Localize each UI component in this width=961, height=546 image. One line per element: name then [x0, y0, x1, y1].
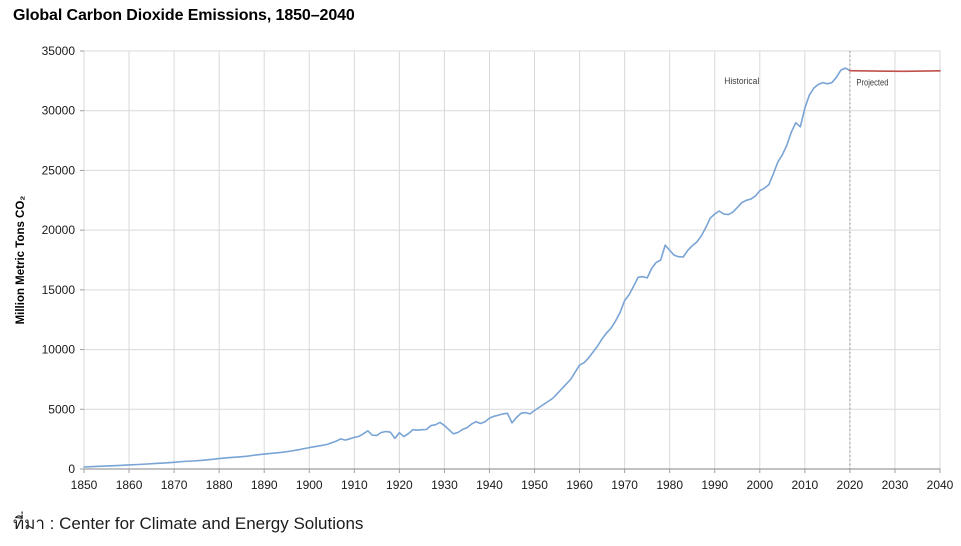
series-projected	[849, 69, 941, 73]
x-tick-label: 2030	[882, 478, 909, 492]
x-tick-label: 1850	[71, 478, 98, 492]
x-tick-label: 2020	[837, 478, 864, 492]
x-tick-label: 1870	[161, 478, 188, 492]
x-tick-label: 2000	[746, 478, 773, 492]
series-layer	[83, 67, 941, 468]
grid-layer	[83, 50, 941, 469]
x-tick-label: 1950	[521, 478, 548, 492]
y-tick-label: 0	[68, 462, 75, 476]
x-tick-label: 1930	[431, 478, 458, 492]
x-tick-label: 2010	[791, 478, 818, 492]
x-tick-label: 1980	[656, 478, 683, 492]
chart-title: Global Carbon Dioxide Emissions, 1850–20…	[13, 7, 355, 24]
x-tick-label: 1960	[566, 478, 593, 492]
y-tick-label: 20000	[42, 223, 76, 237]
x-tick-label: 1900	[296, 478, 323, 492]
x-tick-label: 2040	[927, 478, 954, 492]
x-tick-label: 1890	[251, 478, 278, 492]
y-tick-label: 25000	[42, 163, 76, 177]
x-tick-label: 1940	[476, 478, 503, 492]
x-tick-label: 1920	[386, 478, 413, 492]
annotation-layer: Historical Projected	[724, 76, 888, 88]
y-tick-label: 15000	[42, 283, 76, 297]
y-axis-title: Million Metric Tons CO₂	[15, 196, 27, 325]
annotation-historical: Historical	[724, 76, 759, 86]
x-tick-label: 1910	[341, 478, 368, 492]
annotation-projected: Projected	[856, 78, 888, 88]
y-tick-label: 30000	[42, 104, 76, 118]
x-tick-label: 1990	[701, 478, 728, 492]
x-tick-label: 1860	[116, 478, 143, 492]
axis-layer: 1850 1860 1870 1880 1890 1900 1910 1920 1930 1940…	[42, 44, 954, 492]
x-tick-label: 1970	[611, 478, 638, 492]
x-tick-label: 1880	[206, 478, 233, 492]
y-tick-label: 10000	[42, 343, 76, 357]
y-tick-label: 5000	[48, 402, 75, 416]
y-tick-label: 35000	[42, 44, 76, 58]
series-historical	[83, 67, 851, 468]
source-note: ที่มา : Center for Climate and Energy So…	[13, 514, 364, 533]
